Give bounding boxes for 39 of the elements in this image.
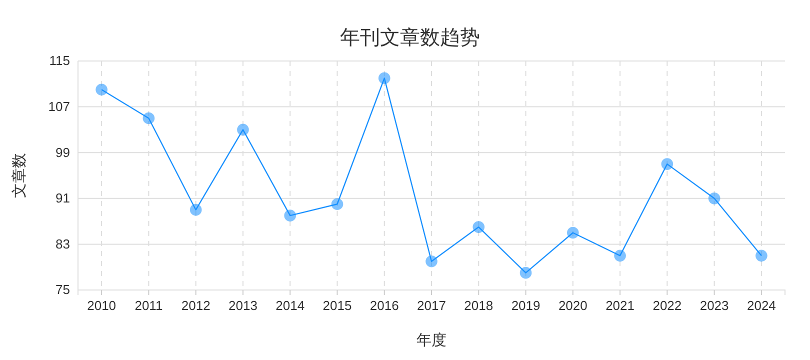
x-tick-label: 2020 (558, 298, 588, 314)
point (566, 226, 579, 239)
y-tick-label: 83 (56, 236, 70, 252)
point (96, 84, 108, 96)
point (142, 112, 155, 124)
x-tick-label: 2015 (322, 298, 352, 314)
x-tick-label: 2016 (370, 298, 399, 314)
x-tick-label: 2023 (700, 298, 729, 314)
point (472, 221, 485, 233)
y-tick-label: 115 (49, 53, 70, 68)
x-tick-label: 2022 (652, 298, 682, 314)
x-tick-label: 2012 (181, 298, 210, 314)
point (237, 124, 249, 136)
x-tick-label: 2010 (87, 298, 116, 314)
point (426, 255, 438, 268)
chart-title: 年刊文章数趋势 (340, 25, 480, 49)
point (284, 210, 296, 222)
y-tick-label: 99 (56, 144, 70, 160)
point (614, 250, 626, 262)
y-tick-label: 75 (56, 282, 70, 298)
x-tick-label: 2018 (464, 298, 494, 314)
point (520, 266, 532, 279)
y-tick-label: 91 (56, 190, 70, 206)
point (708, 192, 720, 204)
x-tick-label: 2013 (228, 298, 258, 314)
x-tick-label: 2019 (511, 298, 540, 314)
x-tick-label: 2021 (606, 298, 634, 314)
point (190, 204, 202, 216)
point (756, 250, 768, 262)
x-axis-title: 年度 (416, 331, 446, 349)
x-tick-label: 2024 (746, 298, 776, 314)
point (378, 72, 390, 84)
y-axis-title: 文章数 (10, 153, 28, 198)
y-tick-label: 107 (48, 98, 70, 114)
point (331, 198, 344, 210)
point (661, 158, 674, 170)
x-tick-label: 2011 (134, 298, 163, 314)
x-tick-label: 2017 (417, 298, 446, 314)
x-tick-label: 2014 (276, 298, 305, 314)
